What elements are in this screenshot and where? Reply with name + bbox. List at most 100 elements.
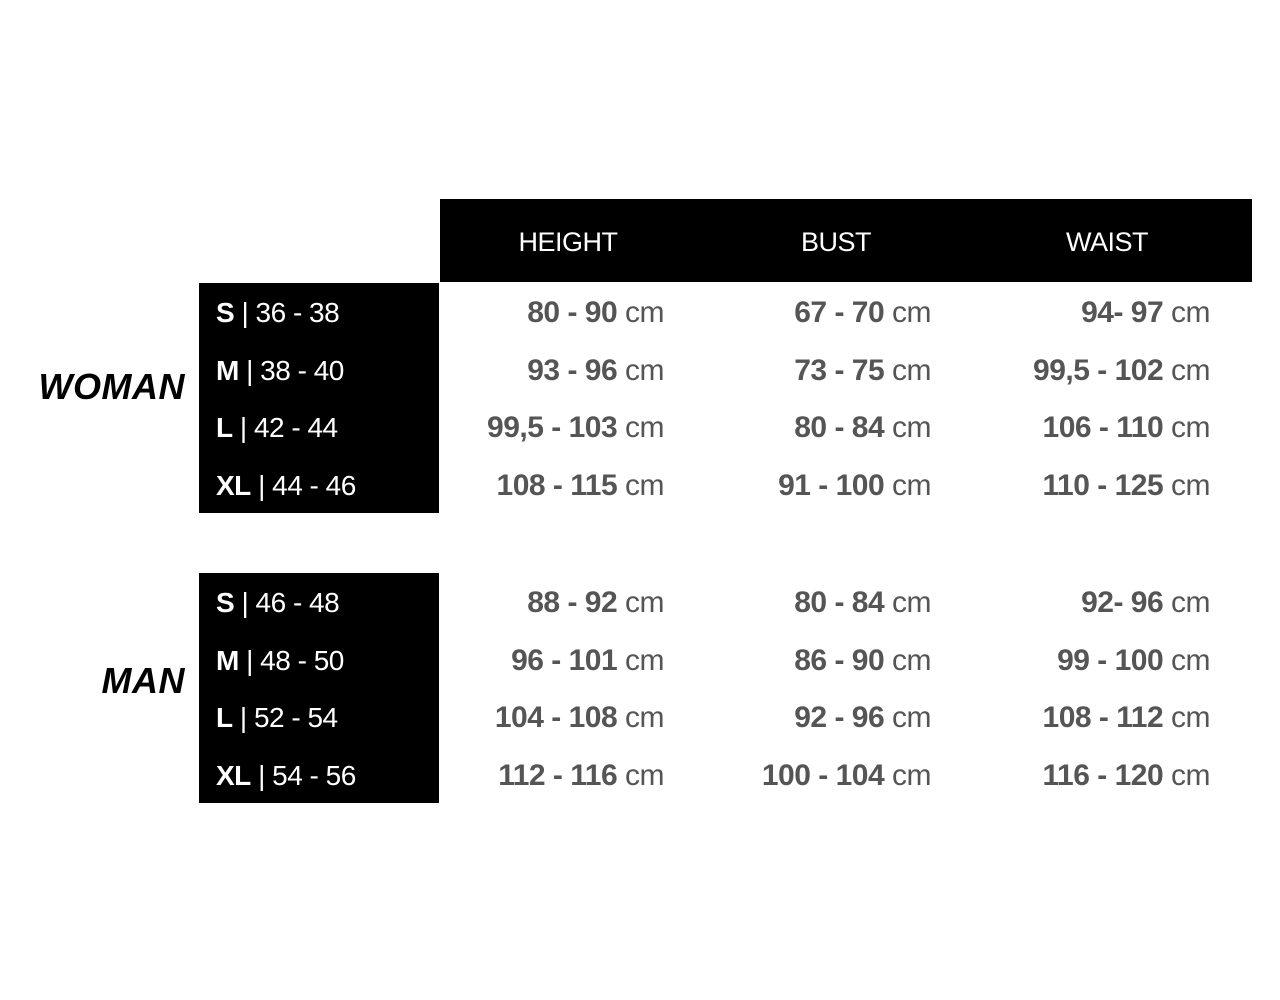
unit: cm xyxy=(1171,701,1211,734)
cell-bust: 80 - 84 cm xyxy=(671,408,931,448)
value: 99 - 100 xyxy=(1057,643,1164,677)
unit: cm xyxy=(892,353,932,387)
cell-waist: 99,5 - 102 cm xyxy=(950,351,1210,391)
size-code: S xyxy=(216,587,235,618)
eu-size: 48 - 50 xyxy=(260,644,344,676)
cell-waist: 106 - 110 cm xyxy=(950,408,1211,448)
value: 116 - 120 xyxy=(1042,758,1164,792)
group-label: MAN xyxy=(101,660,185,701)
cell-waist: 94- 97 cm xyxy=(950,293,1210,333)
value: 92 - 96 xyxy=(794,701,885,734)
cell-bust: 67 - 70 cm xyxy=(671,293,931,333)
cell-bust: 86 - 90 cm xyxy=(671,641,931,681)
value: 80 - 90 xyxy=(527,296,618,329)
unit: cm xyxy=(625,643,665,677)
eu-size: 36 - 38 xyxy=(255,297,340,328)
separator: | xyxy=(241,297,249,328)
cell-bust: 80 - 84 cm xyxy=(671,583,931,623)
value: 99,5 - 103 xyxy=(487,411,618,444)
eu-size: 44 - 46 xyxy=(272,469,356,501)
unit: cm xyxy=(1171,296,1211,329)
size-label: S | 36 - 38 xyxy=(216,293,340,333)
unit: cm xyxy=(1171,468,1211,502)
unit: cm xyxy=(625,701,665,734)
unit: cm xyxy=(1171,411,1211,444)
size-label: XL | 54 - 56 xyxy=(216,756,356,796)
unit: cm xyxy=(892,411,932,444)
unit: cm xyxy=(892,586,932,619)
group-label: WOMAN xyxy=(38,366,185,407)
value: 67 - 70 xyxy=(794,296,885,329)
value: 80 - 84 xyxy=(794,586,885,619)
unit: cm xyxy=(892,296,932,329)
value: 91 - 100 xyxy=(778,468,885,502)
cell-height: 88 - 92 cm xyxy=(404,583,664,623)
unit: cm xyxy=(892,643,932,677)
value: 106 - 110 xyxy=(1042,411,1164,444)
size-code: XL xyxy=(216,469,251,501)
cell-waist: 92- 96 cm xyxy=(950,583,1210,623)
size-code: L xyxy=(216,702,233,733)
eu-size: 54 - 56 xyxy=(272,759,356,791)
separator: | xyxy=(258,759,265,791)
value: 73 - 75 xyxy=(794,353,885,387)
cell-bust: 100 - 104 cm xyxy=(671,756,932,796)
separator: | xyxy=(258,469,265,501)
size-column: S | 36 - 38 M | 38 - 40 L | 42 - 44 XL | 44… xyxy=(199,283,439,513)
value: 112 - 116 xyxy=(498,758,618,792)
size-code: L xyxy=(216,412,233,443)
size-label: M | 38 - 40 xyxy=(216,351,344,391)
unit: cm xyxy=(1171,353,1211,387)
value: 104 - 108 xyxy=(494,701,618,734)
value: 94- 97 xyxy=(1081,296,1164,329)
cell-height: 96 - 101 cm xyxy=(404,641,664,681)
size-code: M xyxy=(216,354,239,386)
size-code: M xyxy=(216,644,239,676)
size-label: L | 42 - 44 xyxy=(216,408,338,448)
cell-height: 80 - 90 cm xyxy=(404,293,664,333)
separator: | xyxy=(246,354,253,386)
value: 99,5 - 102 xyxy=(1033,353,1164,387)
size-label: M | 48 - 50 xyxy=(216,641,344,681)
separator: | xyxy=(239,702,247,733)
value: 93 - 96 xyxy=(527,353,618,387)
unit: cm xyxy=(892,701,932,734)
cell-height: 108 - 115 cm xyxy=(404,466,665,506)
size-label: XL | 44 - 46 xyxy=(216,466,356,506)
size-column: S | 46 - 48 M | 48 - 50 L | 52 - 54 XL | 54… xyxy=(199,573,439,803)
unit: cm xyxy=(892,468,932,502)
cell-bust: 92 - 96 cm xyxy=(671,698,931,738)
unit: cm xyxy=(892,758,932,792)
value: 86 - 90 xyxy=(794,643,885,677)
unit: cm xyxy=(625,468,665,502)
size-label: S | 46 - 48 xyxy=(216,583,340,623)
cell-height: 104 - 108 cm xyxy=(404,698,665,738)
unit: cm xyxy=(625,296,665,329)
unit: cm xyxy=(625,758,665,792)
cell-height: 112 - 116 cm xyxy=(404,756,664,796)
cell-waist: 110 - 125 cm xyxy=(950,466,1211,506)
eu-size: 52 - 54 xyxy=(253,702,338,733)
value: 110 - 125 xyxy=(1042,468,1164,502)
separator: | xyxy=(241,587,249,618)
header-height: HEIGHT xyxy=(518,227,618,257)
value: 100 - 104 xyxy=(761,758,885,792)
size-code: S xyxy=(216,297,235,328)
separator: | xyxy=(246,644,253,676)
unit: cm xyxy=(1171,758,1211,792)
cell-waist: 116 - 120 cm xyxy=(950,756,1211,796)
eu-size: 42 - 44 xyxy=(253,412,338,443)
value: 88 - 92 xyxy=(527,586,618,619)
separator: | xyxy=(239,412,247,443)
value: 80 - 84 xyxy=(794,411,885,444)
cell-bust: 91 - 100 cm xyxy=(671,466,931,506)
unit: cm xyxy=(625,353,665,387)
unit: cm xyxy=(1171,643,1211,677)
header-bust: BUST xyxy=(800,227,872,257)
header-waist: WAIST xyxy=(1066,227,1149,257)
unit: cm xyxy=(625,411,665,444)
cell-waist: 108 - 112 cm xyxy=(950,698,1211,738)
value: 108 - 115 xyxy=(496,468,618,502)
eu-size: 38 - 40 xyxy=(260,354,344,386)
size-label: L | 52 - 54 xyxy=(216,698,338,738)
